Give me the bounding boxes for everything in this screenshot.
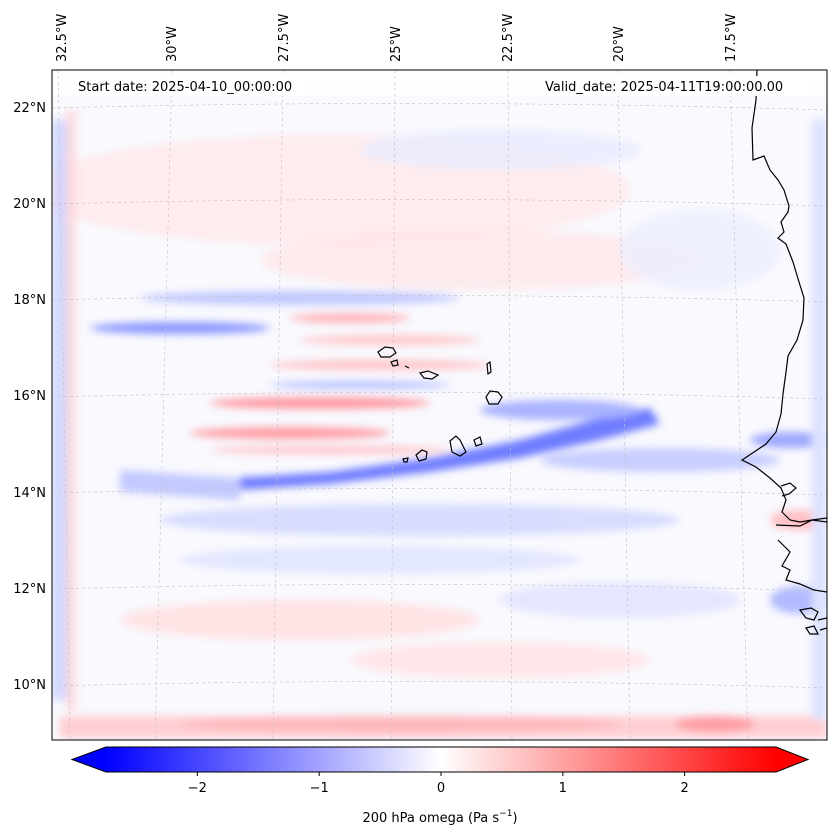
omega-shading xyxy=(52,110,827,738)
lon-label: 32.5°W xyxy=(55,14,70,62)
gridline-lon-32.5 xyxy=(57,70,71,740)
colorbar-label-suffix: ) xyxy=(512,811,517,826)
colorbar-outline xyxy=(70,746,810,773)
colorbar-label: 200 hPa omega (Pa s−1) xyxy=(362,809,517,826)
island-santiago xyxy=(449,435,467,457)
valid-date-text: Valid_date: 2025-04-11T19:00:00.00 xyxy=(545,80,783,95)
lat-label: 12°N xyxy=(13,582,46,597)
lat-label: 22°N xyxy=(13,101,46,116)
lat-label: 20°N xyxy=(13,197,46,212)
colorbar-max-extend xyxy=(776,747,808,772)
colorbar-tick-label: −2 xyxy=(188,781,207,796)
map-frame xyxy=(51,69,828,741)
gridline-lat-16 xyxy=(52,392,827,400)
gridline-lon-17.5 xyxy=(729,70,749,740)
island-santo-antao xyxy=(377,346,397,358)
gridline-lon-25 xyxy=(390,70,396,740)
island-sal xyxy=(486,360,492,376)
colorbar-tick-label: −1 xyxy=(310,781,329,796)
island-sao-nicolau xyxy=(418,370,440,380)
colorbar-tick-label: 2 xyxy=(680,781,688,796)
lon-label: 25°W xyxy=(389,26,404,62)
island-sao-vicente xyxy=(390,359,399,367)
island-boa-vista xyxy=(485,390,503,405)
omega-field xyxy=(52,70,827,740)
colorbar-tick-label: 0 xyxy=(437,781,445,796)
start-date-text: Start date: 2025-04-10_00:00:00 xyxy=(78,80,292,95)
lon-label: 17.5°W xyxy=(724,14,739,62)
gambia-senegal-coast xyxy=(775,482,827,635)
colorbar-tick-label: 1 xyxy=(559,781,567,796)
gridline-lat-22 xyxy=(52,103,827,111)
colorbar-label-exponent: −1 xyxy=(499,809,512,819)
island-fogo xyxy=(415,449,428,462)
lon-label: 27.5°W xyxy=(277,14,292,62)
gridline-lon-27.5 xyxy=(272,70,284,740)
gridline-lat-14 xyxy=(52,488,827,496)
lat-label: 14°N xyxy=(13,486,46,501)
lat-label: 10°N xyxy=(13,678,46,693)
longitude-labels: 32.5°W 30°W 27.5°W 25°W 22.5°W 20°W 17.5… xyxy=(55,14,739,62)
graticule xyxy=(52,70,827,740)
lon-label: 22.5°W xyxy=(501,14,516,62)
colorbar-ticks: −2 −1 0 1 2 xyxy=(188,772,689,796)
gridline-lat-12 xyxy=(52,584,827,592)
gridline-lat-18 xyxy=(52,295,827,303)
gridline-lon-30 xyxy=(154,70,173,740)
map-panel: Start date: 2025-04-10_00:00:00 Valid_da… xyxy=(51,69,828,741)
lat-label: 18°N xyxy=(13,293,46,308)
lat-label: 16°N xyxy=(13,389,46,404)
colorbar-gradient xyxy=(106,747,776,772)
island-santa-luzia xyxy=(404,365,410,369)
gridline-lat-10 xyxy=(52,681,827,689)
lon-label: 20°W xyxy=(612,26,627,62)
start-date-box xyxy=(72,76,307,96)
gridline-lon-22.5 xyxy=(507,70,513,740)
colorbar-min-extend xyxy=(72,747,106,772)
lon-label: 30°W xyxy=(165,26,180,62)
colorbar-label-prefix: 200 hPa omega (Pa s xyxy=(362,811,499,826)
cape-verde-islands xyxy=(377,346,503,463)
island-maio xyxy=(473,436,483,447)
island-brava xyxy=(402,457,409,463)
gridline-lat-20 xyxy=(52,199,827,207)
latitude-labels: 22°N 20°N 18°N 16°N 14°N 12°N 10°N xyxy=(13,101,46,693)
gridline-lon-20 xyxy=(617,70,631,740)
valid-date-box xyxy=(539,76,809,96)
africa-coastline xyxy=(740,70,827,523)
colorbar: −2 −1 0 1 2 200 hPa omega (Pa s−1) xyxy=(70,746,810,826)
